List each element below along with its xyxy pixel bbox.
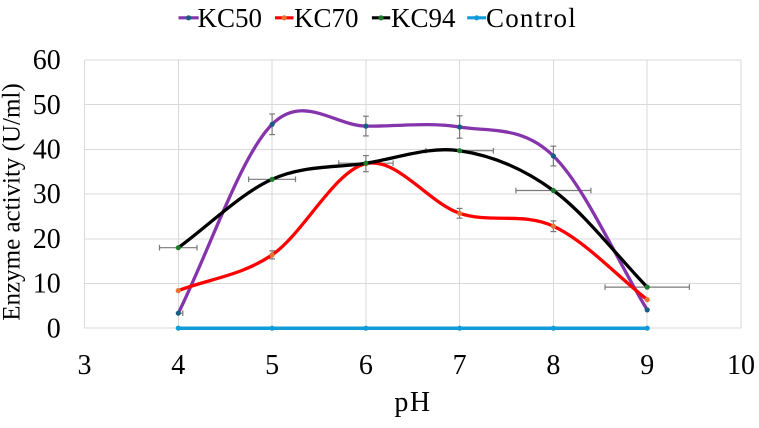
svg-text:6: 6 — [359, 350, 373, 381]
svg-text:9: 9 — [640, 350, 654, 381]
svg-text:8: 8 — [546, 350, 560, 381]
svg-text:pH: pH — [394, 387, 431, 418]
svg-text:KC50: KC50 — [198, 3, 263, 33]
svg-text:3: 3 — [78, 350, 92, 381]
svg-text:KC70: KC70 — [294, 3, 359, 33]
svg-text:Enzyme activity (U/ml): Enzyme activity (U/ml) — [0, 83, 26, 320]
svg-text:10: 10 — [727, 350, 755, 381]
svg-text:5: 5 — [265, 350, 279, 381]
svg-text:4: 4 — [171, 350, 185, 381]
svg-text:Control: Control — [486, 3, 577, 33]
svg-text:10: 10 — [33, 269, 61, 300]
svg-text:20: 20 — [33, 224, 61, 255]
svg-text:KC94: KC94 — [391, 3, 456, 33]
svg-text:0: 0 — [47, 313, 61, 344]
svg-text:30: 30 — [33, 179, 61, 210]
svg-text:60: 60 — [33, 45, 61, 76]
svg-text:40: 40 — [33, 135, 61, 166]
svg-text:7: 7 — [453, 350, 467, 381]
svg-text:50: 50 — [33, 90, 61, 121]
